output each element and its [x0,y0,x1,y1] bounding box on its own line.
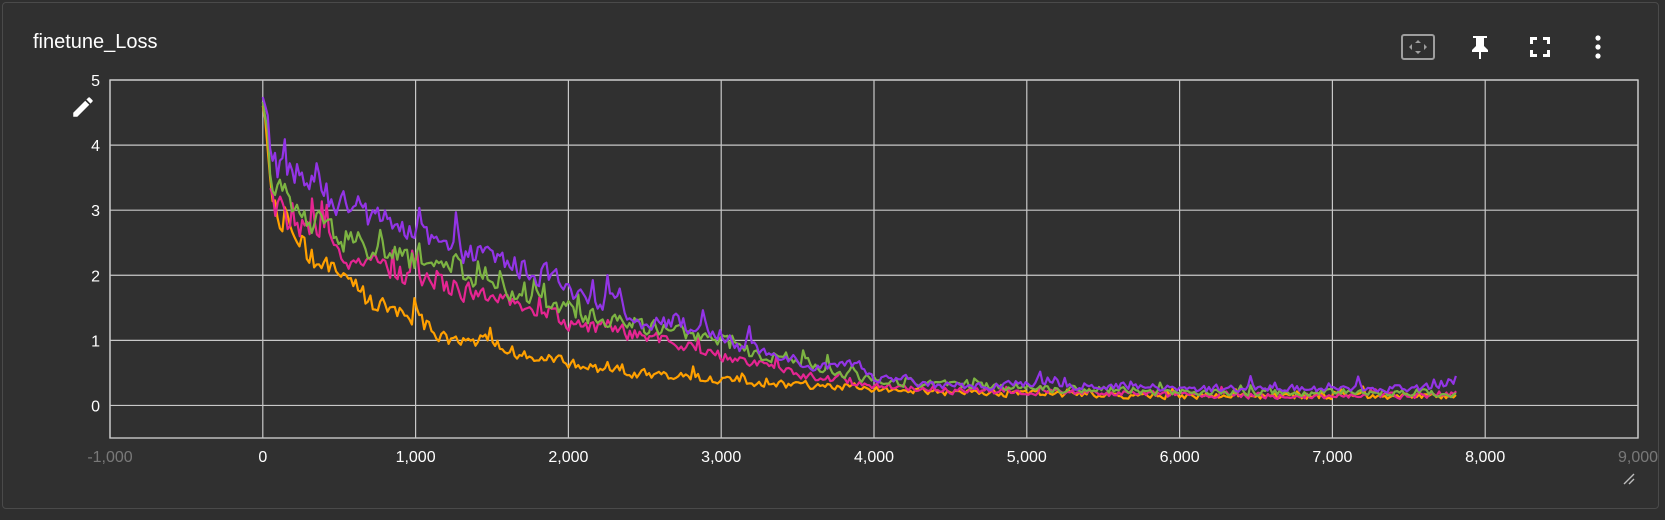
x-tick-label: 1,000 [396,449,436,466]
fullscreen-icon [1530,37,1550,57]
series-group [261,96,1457,401]
x-tick-label: 8,000 [1465,449,1505,466]
x-tick-label: 2,000 [548,449,588,466]
series-line-3 [269,187,1457,400]
chart-card: finetune_Loss [2,2,1659,509]
more-options-button[interactable] [1578,27,1618,67]
series-line-4 [261,105,1457,401]
x-tick-label: -1,000 [87,449,132,466]
grid [109,79,1639,439]
chart-toolbar [1398,27,1658,67]
y-tick-label: 4 [91,138,100,155]
edit-icon[interactable] [70,94,96,120]
more-vert-icon [1595,35,1601,59]
y-tick-label: 5 [91,73,100,90]
y-tick-label: 3 [91,203,100,220]
y-tick-label: 2 [91,268,100,285]
x-tick-label: 5,000 [1007,449,1047,466]
y-tick-label: 1 [91,333,100,350]
resize-handle-icon[interactable] [1620,470,1636,486]
y-tick-label: 0 [91,398,100,415]
chart-title: finetune_Loss [33,31,158,53]
series-line-1 [261,96,1457,394]
x-tick-label: 9,000 [1618,449,1658,466]
x-tick-label: 0 [258,449,267,466]
x-tick-label: 3,000 [701,449,741,466]
fullscreen-button[interactable] [1520,27,1560,67]
axes: -1,000 0 1,000 2,000 3,000 4,000 5,000 6,000 7,0… [87,73,1658,466]
x-tick-label: 4,000 [854,449,894,466]
pin-button[interactable] [1460,27,1500,67]
fit-domain-button[interactable] [1398,27,1438,67]
series-line-2 [261,101,1457,399]
fit-domain-icon [1401,34,1435,60]
x-tick-label: 6,000 [1160,449,1200,466]
x-tick-label: 7,000 [1312,449,1352,466]
pin-icon [1472,36,1488,59]
